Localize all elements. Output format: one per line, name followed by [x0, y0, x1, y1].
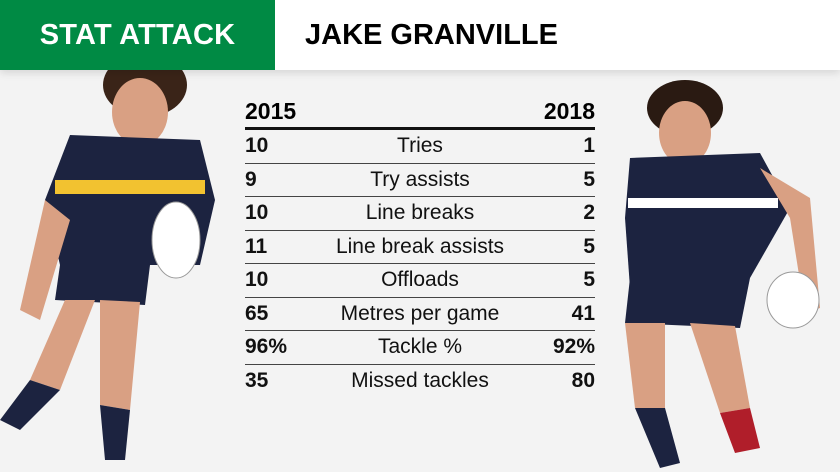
stat-attack-tag: STAT ATTACK — [0, 0, 275, 70]
stat-label: Missed tackles — [351, 368, 489, 392]
table-row: 10 Line breaks 2 — [245, 197, 595, 231]
table-header: 2015 2018 — [245, 95, 595, 130]
right-year: 2018 — [543, 98, 595, 124]
value-2015: 65 — [245, 301, 269, 325]
table-row: 10 Offloads 5 — [245, 264, 595, 298]
player-photo-2018 — [625, 80, 820, 468]
value-2018: 5 — [583, 234, 595, 258]
stat-label: Try assists — [370, 167, 470, 191]
value-2018: 2 — [583, 201, 595, 225]
value-2015: 35 — [245, 368, 269, 392]
value-2018: 5 — [583, 268, 595, 292]
value-2015: 10 — [245, 268, 269, 292]
table-row: 10 Tries 1 — [245, 130, 595, 164]
left-year: 2015 — [245, 98, 297, 124]
table-row: 96% Tackle % 92% — [245, 331, 595, 365]
header-banner: STAT ATTACK JAKE GRANVILLE — [0, 0, 840, 70]
stat-label: Tries — [397, 134, 443, 158]
value-2018: 5 — [583, 167, 595, 191]
stat-label: Line break assists — [335, 234, 505, 258]
value-2018: 1 — [583, 134, 595, 158]
value-2015: 96% — [245, 335, 288, 359]
value-2018: 41 — [571, 301, 595, 325]
table-row: 35 Missed tackles 80 — [245, 365, 595, 398]
stat-comparison-table: 2015 2018 10 Tries 1 9 Try assists 5 10 Line br… — [245, 95, 595, 397]
player-name: JAKE GRANVILLE — [305, 19, 558, 51]
stat-label: Tackle % — [377, 335, 463, 359]
value-2015: 10 — [245, 134, 269, 158]
table-row: 65 Metres per game 41 — [245, 298, 595, 331]
stat-label: Metres per game — [340, 301, 500, 325]
value-2018: 92% — [552, 335, 595, 359]
value-2015: 9 — [245, 167, 257, 191]
table-row: 11 Line break assists 5 — [245, 231, 595, 264]
table-row: 9 Try assists 5 — [245, 164, 595, 197]
value-2015: 10 — [245, 201, 269, 225]
value-2018: 80 — [571, 368, 595, 392]
stat-label: Line breaks — [365, 201, 475, 225]
stat-label: Offloads — [381, 268, 459, 292]
player-photo-2015 — [0, 53, 215, 460]
value-2015: 11 — [245, 234, 268, 258]
